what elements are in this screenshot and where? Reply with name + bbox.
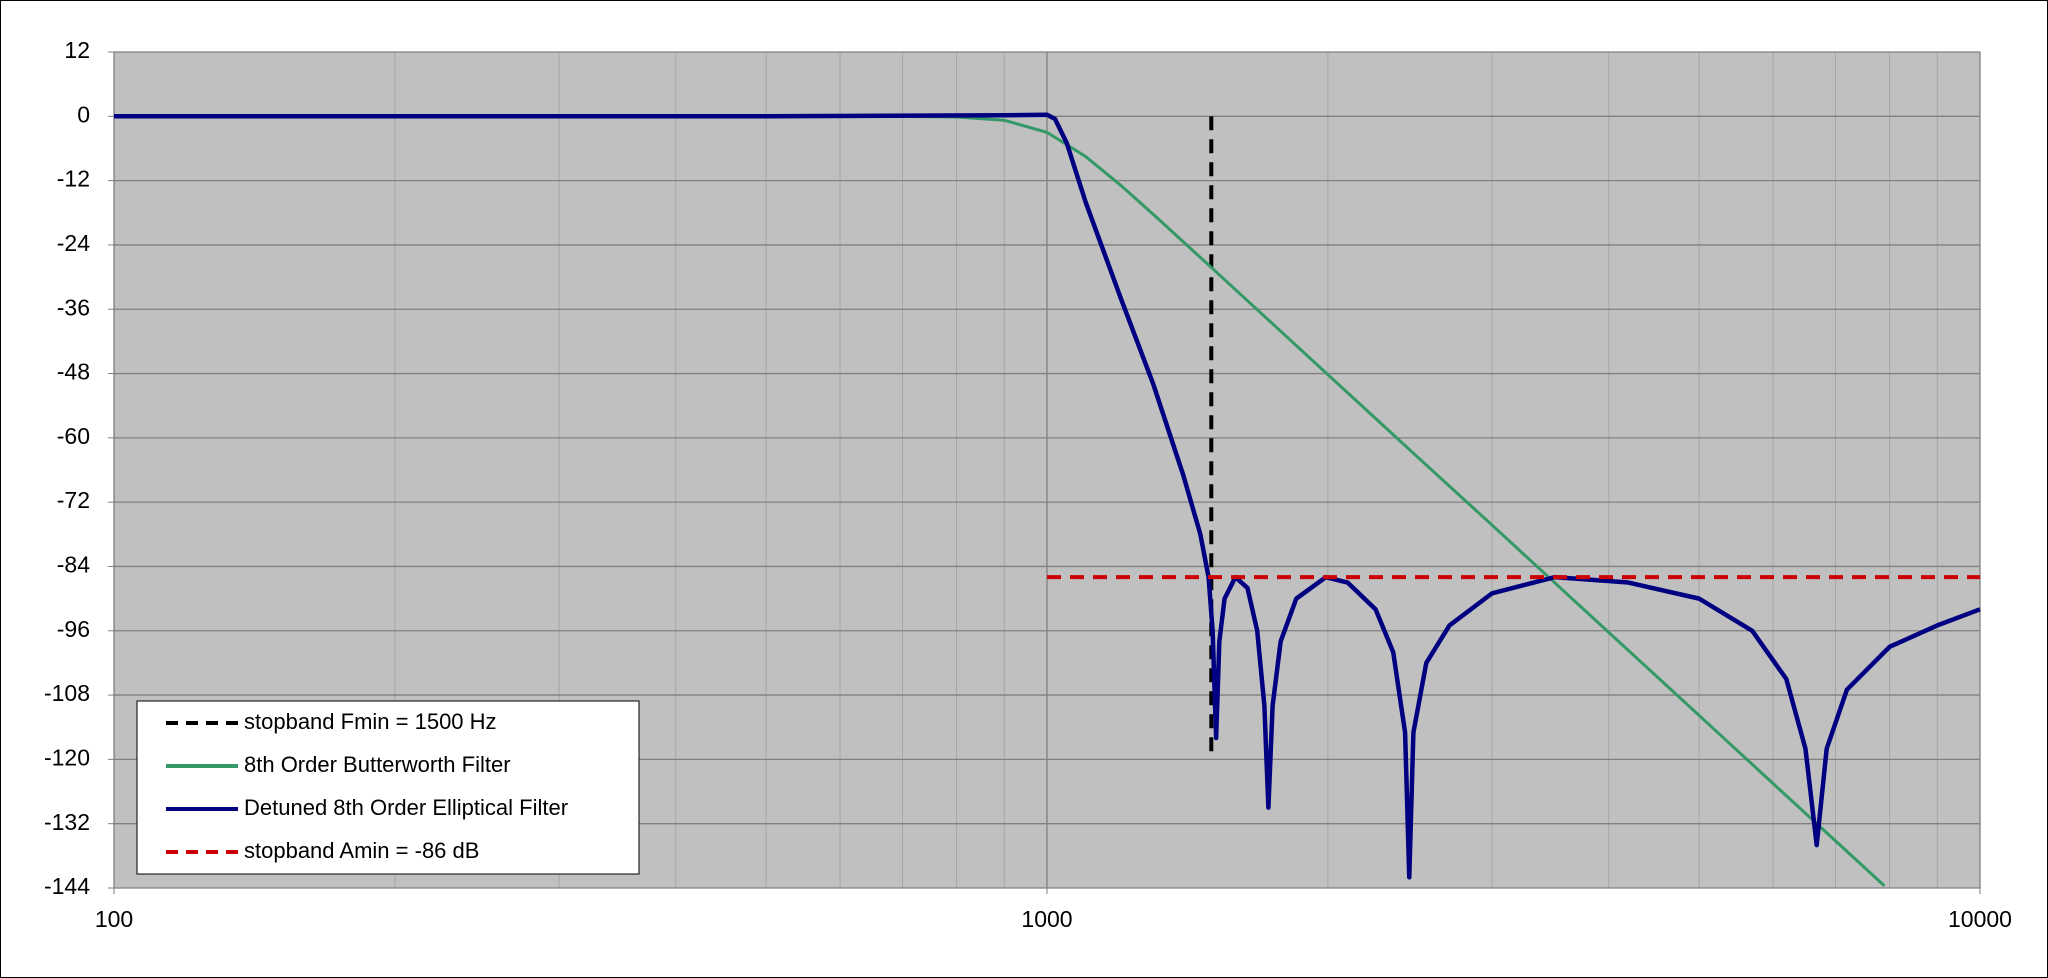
y-tick-label: -72 xyxy=(57,487,90,513)
y-tick-label: -96 xyxy=(57,616,90,642)
y-tick-label: -24 xyxy=(57,230,90,256)
y-tick-label: -12 xyxy=(57,166,90,192)
y-tick-label: -120 xyxy=(44,744,90,770)
x-tick-label: 10000 xyxy=(1948,906,2012,932)
y-tick-label: -36 xyxy=(57,294,90,320)
y-tick-label: -132 xyxy=(44,809,90,835)
y-tick-label: -48 xyxy=(57,359,90,385)
series-line xyxy=(114,112,1981,880)
y-tick-label: -108 xyxy=(44,680,90,706)
y-tick-label: -144 xyxy=(44,873,90,899)
x-tick-label: 1000 xyxy=(1021,906,1072,932)
y-tick-label: 0 xyxy=(77,101,90,127)
legend-box xyxy=(136,700,640,875)
legend-label: stopband Amin = -86 dB xyxy=(244,838,479,863)
x-tick-label: 100 xyxy=(95,906,133,932)
legend-label: Detuned 8th Order Elliptical Filter xyxy=(244,795,568,820)
legend-label: stopband Fmin = 1500 Hz xyxy=(244,709,497,734)
y-tick-label: -60 xyxy=(57,423,90,449)
y-tick-label: -84 xyxy=(57,552,90,578)
y-tick-label: 12 xyxy=(64,37,90,63)
legend-label: 8th Order Butterworth Filter xyxy=(244,752,511,777)
